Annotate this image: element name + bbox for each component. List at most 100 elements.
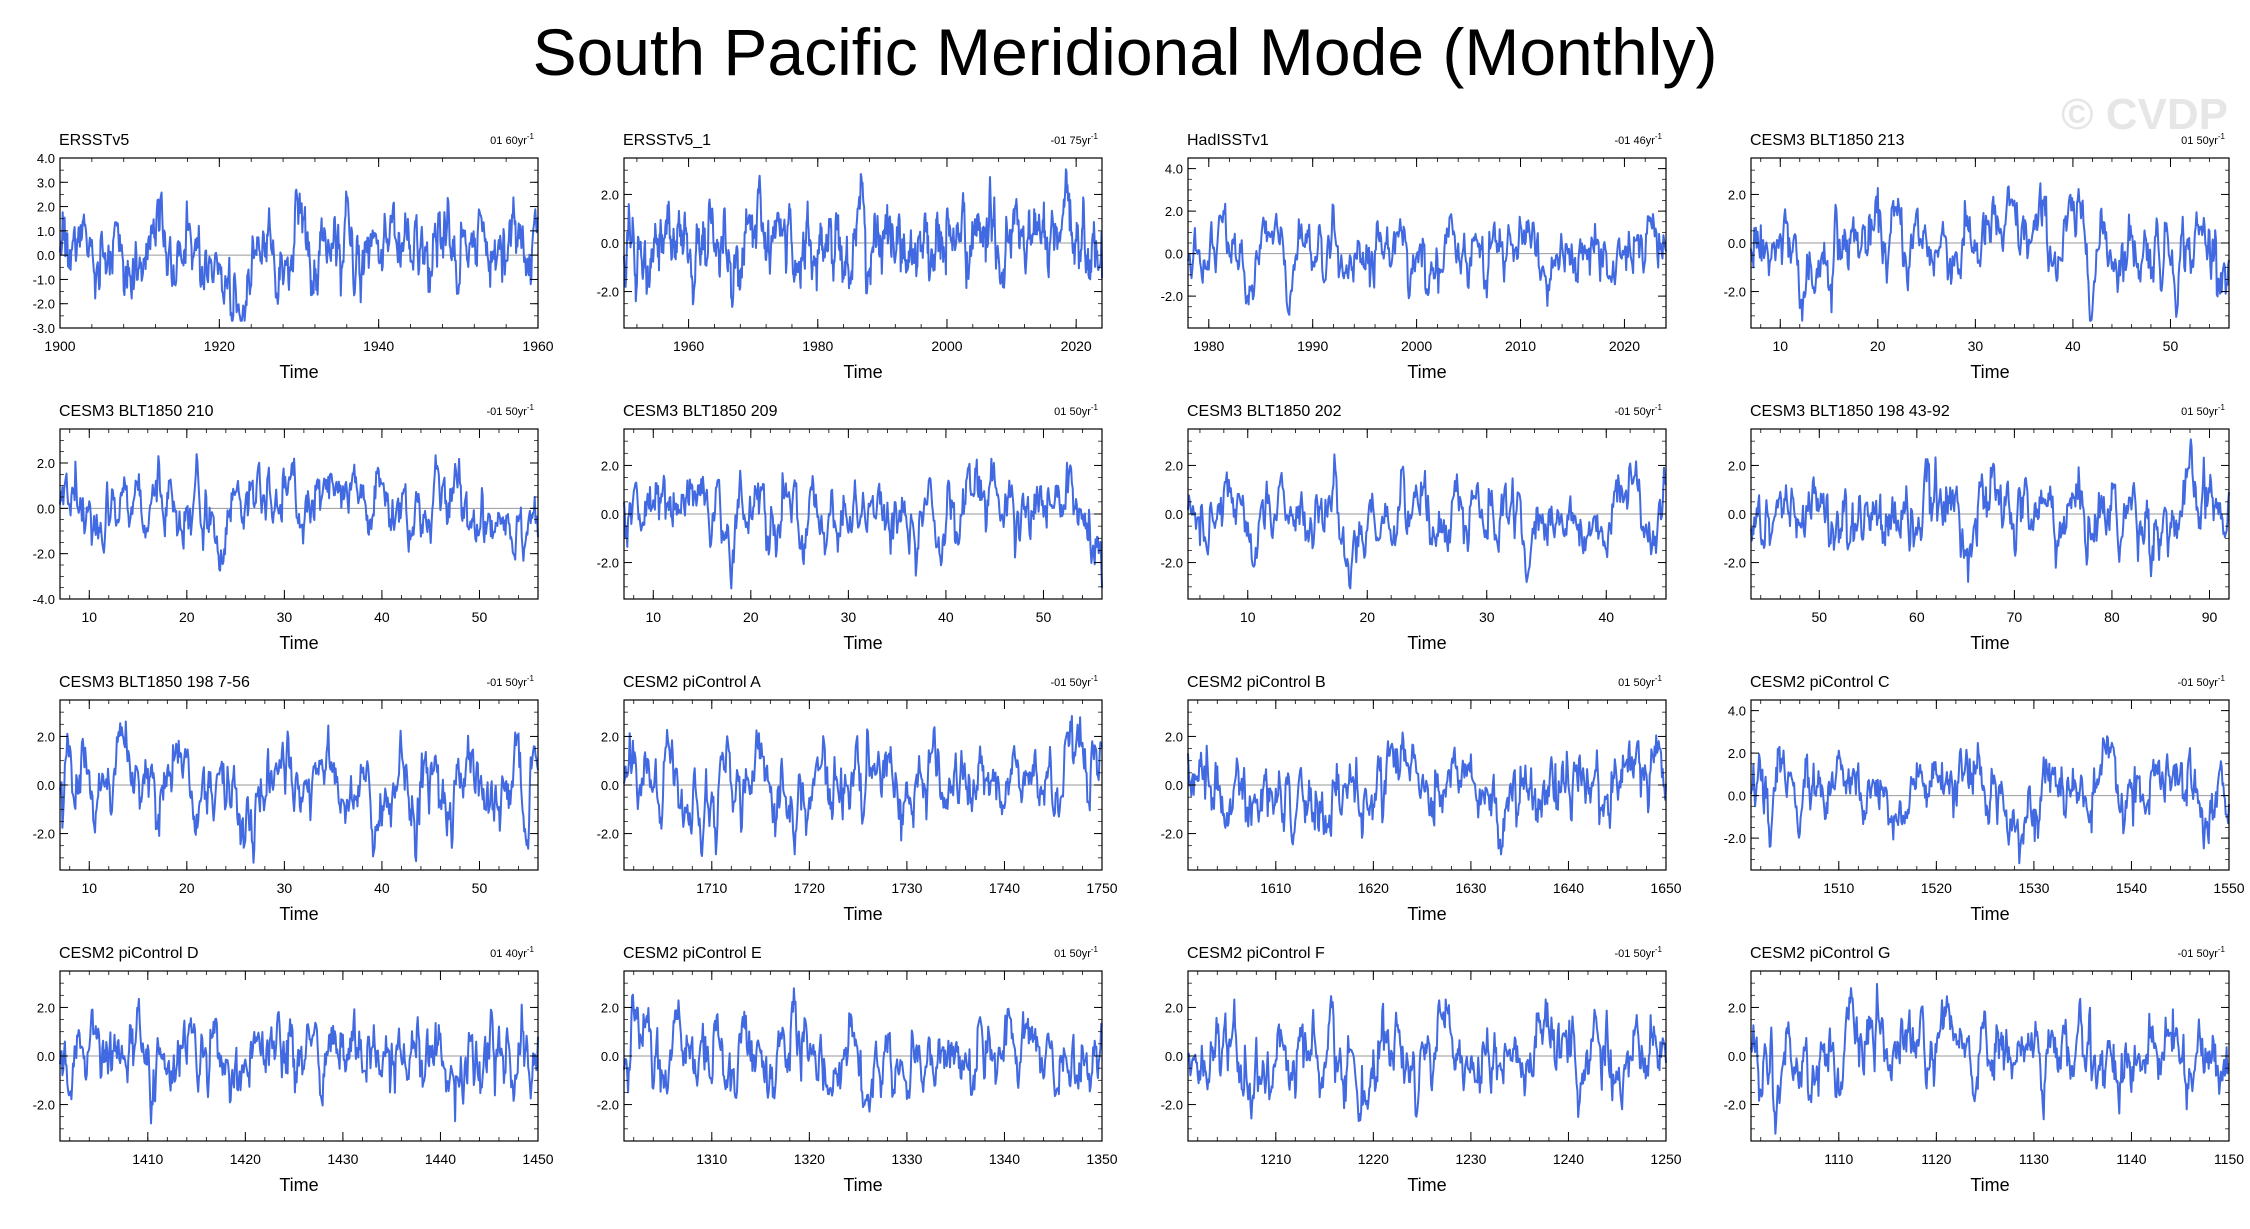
y-tick-label: 0.0: [1728, 789, 1746, 804]
plot-frame: [1750, 699, 2230, 871]
y-tick-label: 0.0: [1165, 247, 1183, 262]
x-tick-label: 1150: [2214, 1151, 2244, 1167]
x-tick-label: 1240: [1553, 1151, 1584, 1167]
x-tick-label: 40: [374, 880, 390, 896]
x-tick-label: 1440: [425, 1151, 456, 1167]
y-tick-label: 1.0: [37, 224, 55, 239]
x-tick-label: 2020: [1609, 338, 1640, 354]
x-tick-label: 10: [1772, 338, 1788, 354]
panel-title: CESM2 piControl E: [623, 945, 762, 962]
x-axis-label: Time: [843, 1175, 882, 1195]
x-axis-label: Time: [1970, 904, 2009, 924]
panel-title: ERSSTv5_1: [623, 132, 711, 149]
x-tick-label: 20: [179, 880, 195, 896]
trend-label: 01 40yr-1: [490, 945, 534, 960]
panel-title: CESM3 BLT1850 213: [1750, 132, 1905, 149]
trend-label: -01 50yr-1: [2178, 674, 2226, 689]
x-tick-label: 20: [1359, 609, 1375, 625]
x-tick-label: 1510: [1823, 880, 1854, 896]
y-tick-label: 0.0: [601, 507, 619, 522]
panel-9: CESM2 piControl A -01 50yr-1 1710 1720 1730 1…: [597, 674, 1118, 924]
y-tick-label: -2.0: [33, 1098, 55, 1113]
series-line: [1750, 982, 2230, 1135]
x-tick-label: 1520: [1921, 880, 1952, 896]
x-tick-label: 1130: [2019, 1151, 2049, 1167]
y-tick-label: 0.0: [1165, 1049, 1183, 1064]
y-tick-label: -2.0: [597, 1098, 619, 1113]
panel-title: CESM2 piControl B: [1187, 674, 1326, 691]
trend-label: -01 75yr-1: [1051, 132, 1099, 147]
x-tick-label: 20: [179, 609, 195, 625]
x-tick-label: 60: [1909, 609, 1925, 625]
x-axis-label: Time: [1407, 362, 1446, 382]
panel-title: CESM2 piControl D: [59, 945, 199, 962]
watermark: © CVDP: [2061, 90, 2228, 139]
panel-title: CESM2 piControl G: [1750, 945, 1891, 962]
x-tick-label: 80: [2104, 609, 2120, 625]
x-tick-label: 1620: [1358, 880, 1389, 896]
x-tick-label: 50: [472, 880, 488, 896]
panel-1: ERSSTv5_1 -01 75yr-1 1960 1980 2000 2020 2.0 0.…: [597, 132, 1103, 382]
y-tick-label: 2.0: [601, 729, 619, 744]
series-line: [1187, 453, 1667, 590]
panel-14: CESM2 piControl F -01 50yr-1 1210 1220 1230 1…: [1161, 945, 1682, 1195]
x-axis-label: Time: [1970, 633, 2009, 653]
x-tick-label: 90: [2202, 609, 2218, 625]
trend-label: -01 50yr-1: [2178, 945, 2226, 960]
x-tick-label: 1410: [132, 1151, 163, 1167]
y-tick-label: 0.0: [1728, 507, 1746, 522]
x-tick-label: 50: [1811, 609, 1827, 625]
panel-title: CESM3 BLT1850 210: [59, 403, 214, 420]
x-tick-label: 1340: [989, 1151, 1020, 1167]
page-title: South Pacific Meridional Mode (Monthly): [532, 15, 1718, 89]
x-axis-label: Time: [279, 1175, 318, 1195]
trend-label: 01 50yr-1: [1054, 945, 1098, 960]
y-tick-label: -2.0: [1724, 1098, 1746, 1113]
panel-title: CESM3 BLT1850 209: [623, 403, 778, 420]
x-tick-label: 30: [277, 880, 293, 896]
x-tick-label: 1420: [230, 1151, 261, 1167]
x-tick-label: 1550: [2213, 880, 2244, 896]
series-line: [1750, 182, 2230, 322]
y-tick-label: 2.0: [1165, 1000, 1183, 1015]
series-line: [59, 997, 539, 1125]
series-line: [59, 720, 539, 864]
x-tick-label: 1530: [2018, 880, 2049, 896]
x-axis-label: Time: [1407, 904, 1446, 924]
x-axis-label: Time: [1970, 1175, 2009, 1195]
trend-label: 01 50yr-1: [1054, 403, 1098, 418]
x-tick-label: 1940: [363, 338, 394, 354]
panel-6: CESM3 BLT1850 202 -01 50yr-1 10 20 30 40 2.0 0.…: [1161, 403, 1667, 653]
panel-title: CESM3 BLT1850 202: [1187, 403, 1342, 420]
x-tick-label: 1110: [1824, 1151, 1853, 1167]
y-tick-label: -2.0: [33, 547, 55, 562]
x-tick-label: 1730: [891, 880, 922, 896]
x-tick-label: 40: [938, 609, 954, 625]
x-tick-label: 2000: [1401, 338, 1432, 354]
x-tick-label: 1710: [696, 880, 727, 896]
x-axis-label: Time: [843, 904, 882, 924]
x-tick-label: 50: [1036, 609, 1052, 625]
trend-label: -01 50yr-1: [487, 403, 535, 418]
y-tick-label: 0.0: [601, 778, 619, 793]
series-line: [1187, 731, 1667, 856]
y-tick-label: 2.0: [37, 729, 55, 744]
x-tick-label: 2020: [1061, 338, 1092, 354]
series-line: [623, 987, 1103, 1113]
y-tick-label: 0.0: [37, 778, 55, 793]
trend-label: -01 50yr-1: [1615, 403, 1663, 418]
x-tick-label: 1220: [1358, 1151, 1389, 1167]
plot-frame: [59, 428, 539, 600]
panel-12: CESM2 piControl D 01 40yr-1 1410 1420 1430 14…: [33, 945, 554, 1195]
panel-5: CESM3 BLT1850 209 01 50yr-1 10 20 30 40 50 2.0 0…: [597, 403, 1103, 653]
y-tick-label: 2.0: [37, 1000, 55, 1015]
panel-title: HadISSTv1: [1187, 132, 1269, 149]
x-tick-label: 1450: [522, 1151, 553, 1167]
x-tick-label: 1920: [204, 338, 235, 354]
x-tick-label: 1230: [1455, 1151, 1486, 1167]
y-tick-label: 0.0: [1728, 236, 1746, 251]
x-tick-label: 1720: [794, 880, 825, 896]
y-tick-label: 2.0: [601, 187, 619, 202]
series-line: [623, 457, 1103, 590]
y-tick-label: -3.0: [33, 321, 55, 336]
